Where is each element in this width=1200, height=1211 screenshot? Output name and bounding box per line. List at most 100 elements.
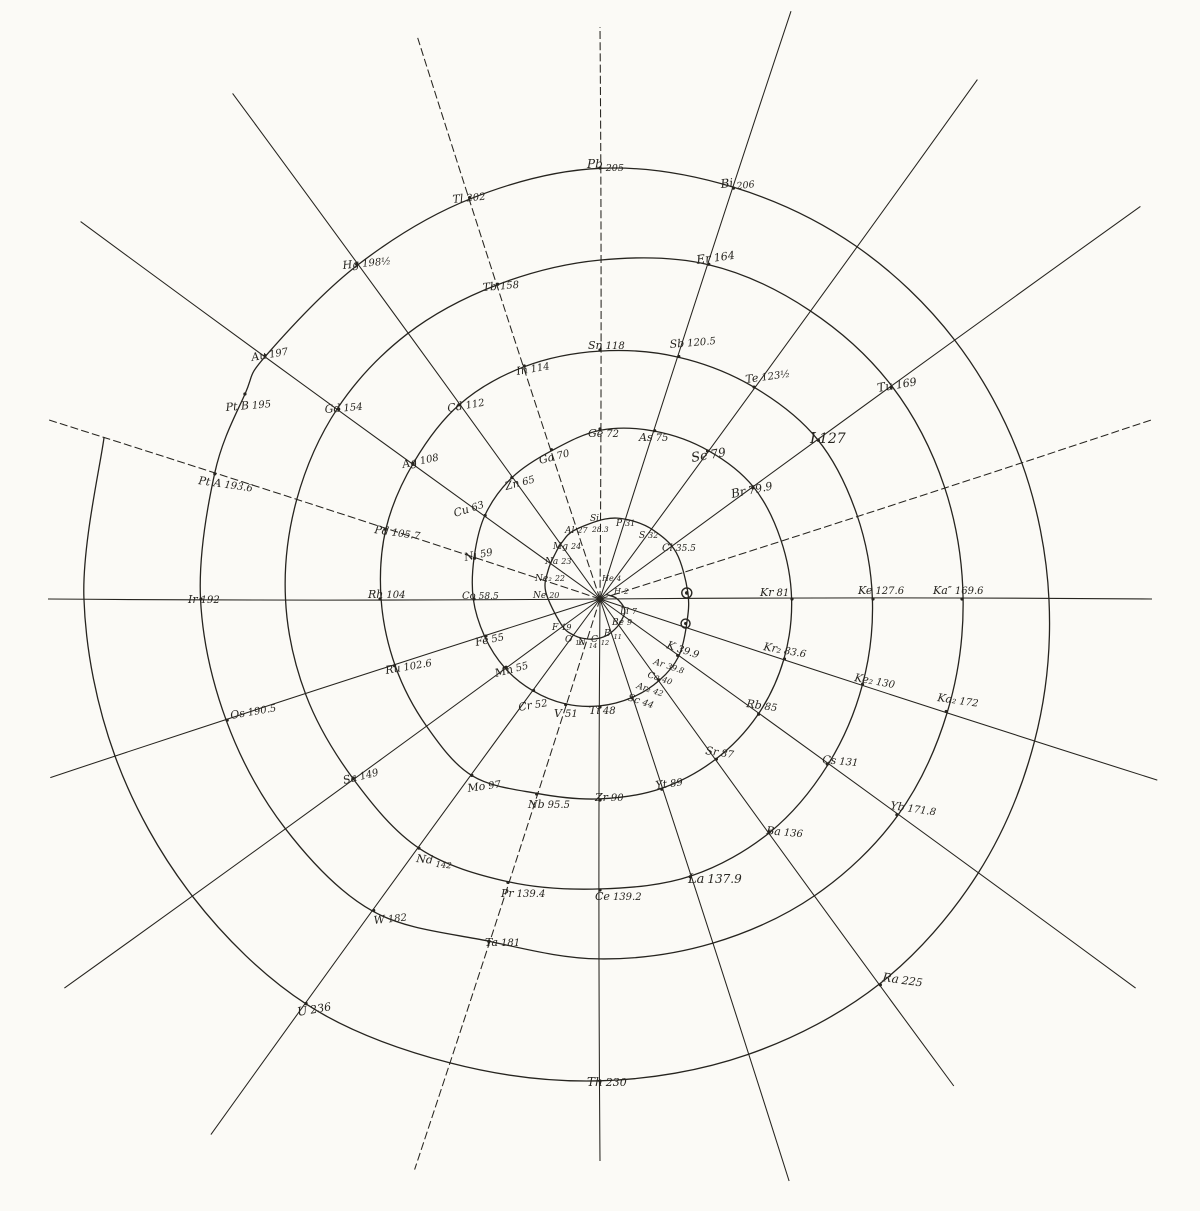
element-label-i: I 127 (809, 429, 846, 447)
element-label-kr: Kr₂83.6 (761, 640, 807, 661)
element-label-os: Os190.5 (229, 701, 277, 722)
element-label-ge: Ge 72 (588, 427, 619, 440)
element-label-mo: Mo97 (466, 777, 503, 795)
element-label-cu: Cu63 (452, 498, 486, 520)
element-label-v: V 51 (554, 707, 578, 720)
element-anchor-dot (660, 787, 664, 791)
element-label-zr: Zr 90 (594, 791, 624, 804)
element-label-ka: Ka₂172 (936, 691, 980, 710)
element-anchor-dot (487, 939, 491, 943)
element-anchor-dot (457, 403, 461, 407)
element-anchor-dot (337, 407, 341, 411)
element-anchor-dot (688, 875, 692, 879)
element-label-tb: Tb 158 (482, 278, 519, 294)
element-label-la: La 137.9 (687, 872, 742, 887)
element-anchor-dot (417, 846, 421, 850)
element-label-in: In114 (514, 359, 550, 378)
element-anchor-dot (372, 908, 376, 913)
element-anchor-dot (213, 472, 217, 476)
predicted-element-marker-1 (681, 587, 693, 599)
spoke-line (599, 205, 1141, 600)
spoke-line (599, 26, 602, 600)
predicted-element-marker-2-dot (684, 622, 688, 626)
element-anchor-dot (598, 166, 602, 170)
element-label-f: F 19 (551, 623, 571, 633)
element-anchor-dot (411, 461, 415, 465)
element-label-ka: Ka″ 169.6 (932, 584, 984, 597)
element-anchor-dot (243, 392, 247, 396)
element-label-rh: Rh 104 (367, 588, 405, 601)
element-anchor-dot (895, 813, 899, 817)
element-label-ir: Ir 192 (187, 593, 220, 606)
element-label-fe: Fe55 (473, 630, 505, 649)
element-label-ni: Ni59 (462, 545, 495, 564)
element-label-cl: Cl 35.5 (662, 543, 696, 554)
element-anchor-dot (960, 597, 964, 601)
spoke-line (50, 598, 601, 779)
element-anchor-dot (889, 385, 893, 389)
element-label-nb: Nb 95.5 (527, 798, 570, 811)
element-label-u: U236 (296, 999, 332, 1019)
spoke-line (46, 418, 601, 600)
spoke-line (47, 598, 601, 601)
element-anchor-dot (470, 773, 474, 777)
element-anchor-dot (598, 705, 602, 709)
element-label-as: As 75 (638, 431, 668, 444)
element-anchor-dot (472, 556, 477, 560)
element-anchor-dot (630, 696, 634, 700)
element-label-pd: Pd105.7 (373, 523, 422, 543)
element-label-rb: Rb85 (745, 697, 779, 714)
element-label-bi: Bi 206 (719, 174, 755, 194)
element-label-kr: Kr 81 (759, 586, 789, 599)
spoke-line (417, 37, 601, 600)
spoke-line (599, 597, 1153, 600)
element-anchor-dot (378, 597, 382, 601)
element-label-au: Au197 (249, 345, 289, 365)
element-label-ti: Ti 48 (589, 704, 616, 717)
spoke-line (232, 93, 601, 600)
element-anchor-dot (707, 262, 711, 266)
element-anchor-dot (598, 1079, 602, 1083)
element-label-tl: Tl 202 (452, 190, 486, 206)
element-anchor-dot (825, 762, 829, 766)
element-label-se: Se79 (690, 445, 727, 466)
element-anchor-dot (598, 888, 602, 892)
element-label-ca: Ca40 (646, 670, 673, 687)
element-anchor-dot (871, 597, 875, 601)
element-anchor-dot (598, 348, 602, 352)
element-label-ce: Ce 139.2 (595, 890, 642, 903)
element-label-er: Er164 (694, 248, 735, 267)
element-anchor-dot (392, 664, 397, 668)
element-anchor-dot (598, 798, 602, 802)
element-anchor-dot (782, 657, 787, 661)
element-anchor-dot (705, 449, 710, 453)
element-anchor-dot (472, 597, 476, 601)
element-anchor-dot (522, 364, 526, 368)
element-label-ta: Ta 181 (485, 936, 520, 949)
element-anchor-dot (816, 438, 821, 442)
element-anchor-dot (752, 385, 756, 389)
element-anchor-dot (355, 262, 359, 266)
element-anchor-dot (351, 776, 355, 780)
element-label-cr: Cr52 (517, 696, 548, 714)
element-label-he: He 4 (601, 574, 621, 583)
element-label-te: Te123½ (745, 367, 791, 386)
element-label-al: Al 27 (564, 526, 588, 536)
element-anchor-dot (677, 354, 681, 359)
element-anchor-dot (531, 688, 536, 693)
element-label-ga: Ga70 (537, 446, 571, 467)
spoke-line (414, 598, 601, 1170)
element-label-w: W 182 (373, 911, 408, 927)
element-label-cs: Cs 131 (822, 753, 859, 769)
element-label-be: Be 9 (611, 618, 632, 628)
element-anchor-dot (756, 712, 761, 716)
spoke-line (599, 598, 1158, 781)
element-anchor-dot (304, 1001, 308, 1006)
element-label-sc: Sc44 (626, 692, 655, 711)
spoke-line (599, 418, 1154, 600)
spoke-line (599, 79, 978, 600)
element-anchor-dot (676, 653, 680, 658)
